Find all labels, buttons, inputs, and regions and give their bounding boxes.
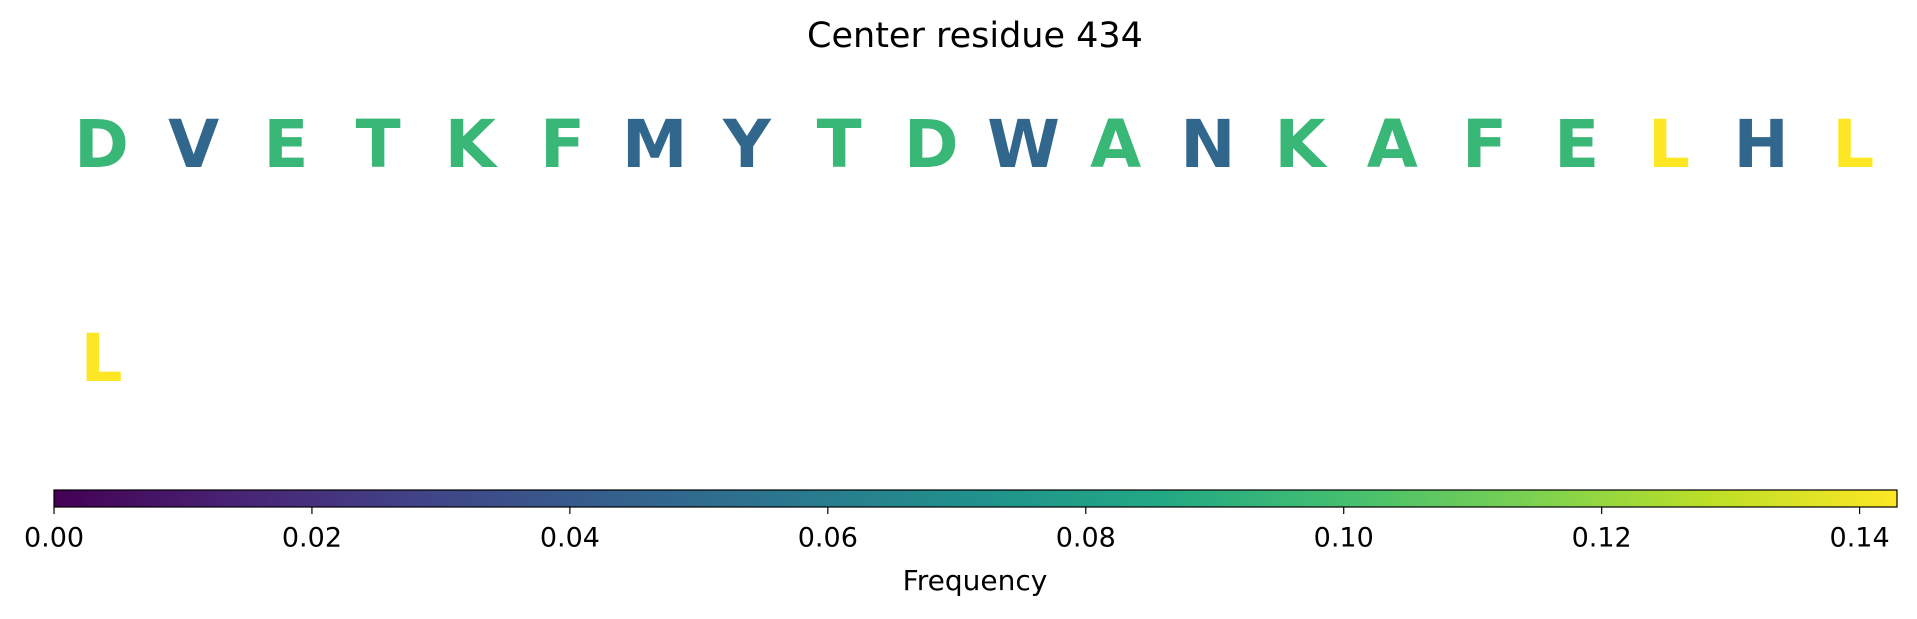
colorbar-tick-label: 0.10 — [1314, 523, 1374, 554]
colorbar-tick-label: 0.06 — [798, 523, 858, 554]
colorbar-label: Frequency — [903, 564, 1048, 597]
residue-letter: Y — [722, 106, 772, 183]
colorbar — [53, 489, 1898, 508]
colorbar-tick-label: 0.02 — [282, 523, 342, 554]
residue-letter: H — [1733, 106, 1788, 183]
residue-letter: W — [987, 106, 1060, 183]
residue-letter: D — [904, 106, 959, 183]
colorbar-tick-label: 0.00 — [24, 523, 84, 554]
residue-letter: E — [1554, 106, 1599, 183]
residue-letter: T — [356, 106, 401, 183]
colorbar-tick-label: 0.08 — [1056, 523, 1116, 554]
colorbar-tick-label: 0.14 — [1830, 523, 1890, 554]
residue-letter: K — [445, 106, 499, 183]
residue-letter: A — [1367, 106, 1418, 183]
residue-letter: T — [817, 106, 862, 183]
colorbar-tick-label: 0.12 — [1572, 523, 1632, 554]
residue-letter: L — [1648, 106, 1690, 183]
residue-letter: F — [1462, 106, 1507, 183]
residue-letter: F — [540, 106, 585, 183]
residue-letter: A — [1090, 106, 1141, 183]
residue-letter: D — [74, 106, 129, 183]
residue-letter: E — [263, 106, 308, 183]
residue-letter: L — [80, 320, 122, 397]
residue-letter: V — [168, 106, 219, 183]
chart-title: Center residue 434 — [807, 16, 1143, 56]
residue-letter: N — [1180, 106, 1235, 183]
residue-letter: K — [1275, 106, 1329, 183]
residue-letter: M — [622, 106, 688, 183]
colorbar-tick-label: 0.04 — [540, 523, 600, 554]
residue-letter: L — [1832, 106, 1874, 183]
